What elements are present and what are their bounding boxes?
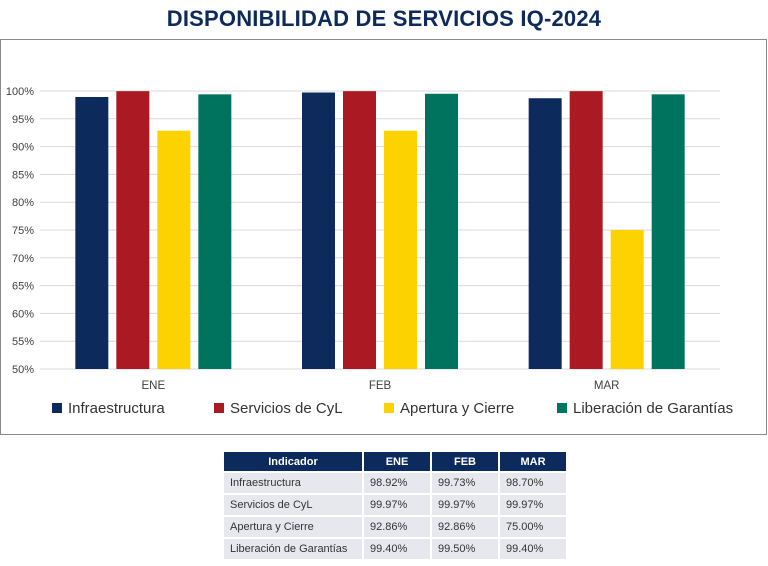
y-axis-ticks: 50% 55% 60% 65% 70% 75% 80% 85% 90% 95% 100% xyxy=(6,86,34,376)
y-tick-label: 60% xyxy=(12,308,34,320)
bar-feb-4 xyxy=(425,93,458,369)
header-feb: FEB xyxy=(432,452,498,471)
bar-feb-1 xyxy=(302,92,335,369)
header-indicador: Indicador xyxy=(224,452,362,471)
legend-label: Liberación de Garantías xyxy=(573,400,733,417)
row-label: Liberación de Garantías xyxy=(224,539,362,559)
table-header-row: Indicador ENE FEB MAR xyxy=(224,452,566,471)
table-row: Apertura y Cierre 92.86% 92.86% 75.00% xyxy=(224,517,566,537)
cell-value: 92.86% xyxy=(432,517,498,537)
legend-swatch xyxy=(557,403,567,413)
y-tick-label: 95% xyxy=(12,114,34,126)
table-row: Servicios de CyL 99.97% 99.97% 99.97% xyxy=(224,495,566,515)
legend-swatch xyxy=(214,403,224,413)
bar-ene-2 xyxy=(116,91,150,369)
row-label: Servicios de CyL xyxy=(224,495,362,515)
bar-ene-3 xyxy=(157,130,191,369)
cell-value: 99.97% xyxy=(500,495,566,515)
header-ene: ENE xyxy=(364,452,430,471)
table-row: Liberación de Garantías 99.40% 99.50% 99… xyxy=(224,539,566,559)
bar-ene-4 xyxy=(198,94,232,369)
cell-value: 98.70% xyxy=(500,473,566,493)
cell-value: 98.92% xyxy=(364,473,430,493)
cell-value: 75.00% xyxy=(500,517,566,537)
bar-ene-1 xyxy=(75,97,109,370)
legend-swatch xyxy=(384,403,394,413)
y-tick-label: 55% xyxy=(12,336,34,348)
bar-mar-4 xyxy=(651,94,685,369)
cell-value: 99.97% xyxy=(364,495,430,515)
grid-lines xyxy=(40,90,720,370)
bar-mar-1 xyxy=(528,98,562,369)
y-tick-label: 75% xyxy=(12,225,34,237)
row-label: Infraestructura xyxy=(224,473,362,493)
cell-value: 99.73% xyxy=(432,473,498,493)
x-axis-categories: ENE FEB MAR xyxy=(142,380,620,392)
bar-mar-2 xyxy=(569,91,603,369)
y-tick-label: 85% xyxy=(12,169,34,181)
row-label: Apertura y Cierre xyxy=(224,517,362,537)
chart-title: DISPONIBILIDAD DE SERVICIOS IQ-2024 xyxy=(166,6,602,31)
x-category-label: MAR xyxy=(594,380,620,392)
y-tick-label: 65% xyxy=(12,281,34,293)
cell-value: 99.40% xyxy=(364,539,430,559)
bar-feb-3 xyxy=(384,130,417,369)
header-mar: MAR xyxy=(500,452,566,471)
cell-value: 99.97% xyxy=(432,495,498,515)
bars xyxy=(75,91,685,370)
table-row: Infraestructura 98.92% 99.73% 98.70% xyxy=(224,473,566,493)
cell-value: 99.40% xyxy=(500,539,566,559)
x-category-label: ENE xyxy=(142,380,166,392)
y-tick-label: 80% xyxy=(12,197,34,209)
y-tick-label: 90% xyxy=(12,142,34,154)
legend-swatch xyxy=(52,403,62,413)
legend-label: Apertura y Cierre xyxy=(400,400,514,417)
y-tick-label: 100% xyxy=(6,86,34,98)
cell-value: 92.86% xyxy=(364,517,430,537)
bar-feb-2 xyxy=(343,91,376,369)
y-tick-label: 70% xyxy=(12,253,34,265)
x-category-label: FEB xyxy=(369,380,392,392)
legend-label: Infraestructura xyxy=(68,400,165,417)
y-tick-label: 50% xyxy=(12,364,34,376)
bar-chart: 50% 55% 60% 65% 70% 75% 80% 85% 90% 95% 100% ENE FE… xyxy=(6,86,733,417)
availability-table: Indicador ENE FEB MAR Infraestructura 98… xyxy=(222,450,568,561)
legend-label: Servicios de CyL xyxy=(230,400,343,417)
bar-mar-3 xyxy=(610,230,644,369)
cell-value: 99.50% xyxy=(432,539,498,559)
legend: Infraestructura Servicios de CyL Apertura … xyxy=(52,400,733,417)
